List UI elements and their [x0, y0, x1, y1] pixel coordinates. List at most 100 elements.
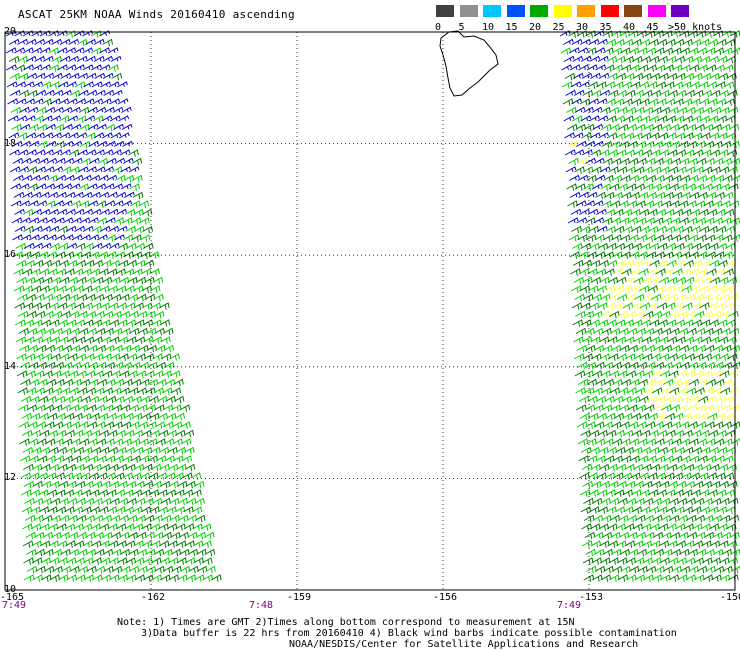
wind-barb	[608, 557, 619, 565]
wind-barb	[27, 200, 39, 207]
wind-barb	[47, 523, 59, 531]
wind-barb	[70, 217, 82, 224]
wind-barb	[639, 506, 651, 514]
wind-barb	[54, 378, 65, 387]
wind-barb	[661, 531, 672, 540]
wind-barb	[693, 370, 705, 378]
wind-barb	[668, 387, 680, 395]
wind-barb	[18, 327, 29, 336]
wind-barb	[581, 276, 593, 285]
wind-barb	[681, 285, 693, 293]
wind-barb	[606, 55, 618, 64]
wind-barb	[647, 285, 659, 293]
wind-barb	[703, 217, 715, 225]
wind-barb	[43, 166, 55, 173]
wind-barb	[685, 106, 696, 115]
wind-barb	[675, 89, 687, 98]
wind-barb	[586, 64, 598, 71]
wind-barb	[585, 361, 597, 370]
wind-barb	[89, 268, 101, 276]
wind-barb	[102, 310, 114, 319]
wind-barb	[631, 55, 643, 64]
wind-barb	[114, 174, 126, 183]
wind-barb	[111, 89, 123, 96]
wind-barb	[186, 531, 198, 540]
wind-barb	[117, 574, 129, 582]
wind-barb	[691, 446, 703, 455]
wind-barb	[154, 565, 165, 574]
wind-barb	[112, 183, 123, 190]
wind-barb	[165, 395, 176, 404]
wind-barb	[624, 336, 635, 344]
wind-barb	[108, 225, 119, 232]
wind-barb	[5, 47, 17, 54]
wind-barb	[652, 200, 663, 208]
scale-swatch	[436, 5, 454, 17]
wind-barb	[144, 387, 156, 395]
wind-barb	[210, 574, 222, 582]
wind-barb	[15, 259, 27, 268]
wind-barb	[670, 421, 681, 429]
wind-barb	[721, 47, 733, 55]
wind-barb	[91, 480, 103, 489]
wind-barb	[655, 412, 667, 421]
wind-barb	[101, 531, 113, 540]
wind-barb	[656, 98, 667, 106]
wind-barb	[57, 81, 69, 88]
wind-barb	[32, 480, 43, 489]
wind-barb	[134, 480, 145, 489]
wind-barb	[588, 489, 599, 497]
wind-barb	[706, 395, 717, 404]
wind-barb	[711, 123, 723, 132]
wind-barb	[657, 446, 669, 455]
wind-barb	[710, 293, 721, 302]
wind-barb	[616, 353, 628, 361]
wind-barb	[38, 268, 50, 276]
wind-barb	[678, 30, 690, 38]
wind-barb	[93, 55, 105, 62]
wind-barb	[629, 395, 641, 404]
wind-barb	[38, 506, 50, 514]
wind-barb	[724, 489, 735, 497]
wind-barb	[64, 446, 76, 455]
wind-barb	[642, 370, 654, 378]
wind-barb	[56, 302, 68, 310]
wind-barb	[675, 149, 687, 157]
wind-barb	[183, 446, 195, 455]
wind-barb	[57, 242, 69, 251]
wind-barb	[170, 548, 182, 557]
wind-barb	[36, 455, 48, 463]
wind-barb	[142, 242, 154, 251]
wind-barb	[136, 387, 148, 395]
wind-barb	[16, 276, 28, 285]
wind-barb	[19, 123, 31, 130]
wind-barb	[588, 98, 599, 105]
wind-barb	[151, 497, 163, 506]
wind-barb	[699, 506, 711, 514]
wind-barb	[601, 140, 613, 149]
wind-barb	[27, 106, 39, 113]
wind-barb	[598, 132, 609, 139]
wind-barb	[75, 98, 86, 105]
wind-barb	[8, 55, 20, 64]
wind-barb	[726, 276, 738, 285]
wind-barb	[598, 72, 610, 79]
wind-barb	[170, 387, 182, 395]
wind-barb	[40, 81, 52, 89]
wind-barb	[190, 472, 202, 480]
map-title: ASCAT 25KM NOAA Winds 20160410 ascending	[18, 8, 295, 21]
wind-barb	[44, 344, 56, 353]
wind-barb	[564, 72, 576, 81]
wind-barb	[82, 64, 94, 71]
wind-barb	[690, 115, 702, 123]
wind-barb	[607, 353, 619, 361]
wind-barb	[579, 412, 591, 421]
wind-barb	[636, 421, 647, 429]
wind-barb	[571, 38, 583, 45]
wind-barb	[635, 531, 647, 540]
wind-barb	[32, 98, 44, 105]
wind-barb	[582, 89, 594, 98]
wind-barb	[161, 370, 172, 378]
wind-barb	[194, 497, 205, 506]
wind-barb	[93, 531, 105, 540]
